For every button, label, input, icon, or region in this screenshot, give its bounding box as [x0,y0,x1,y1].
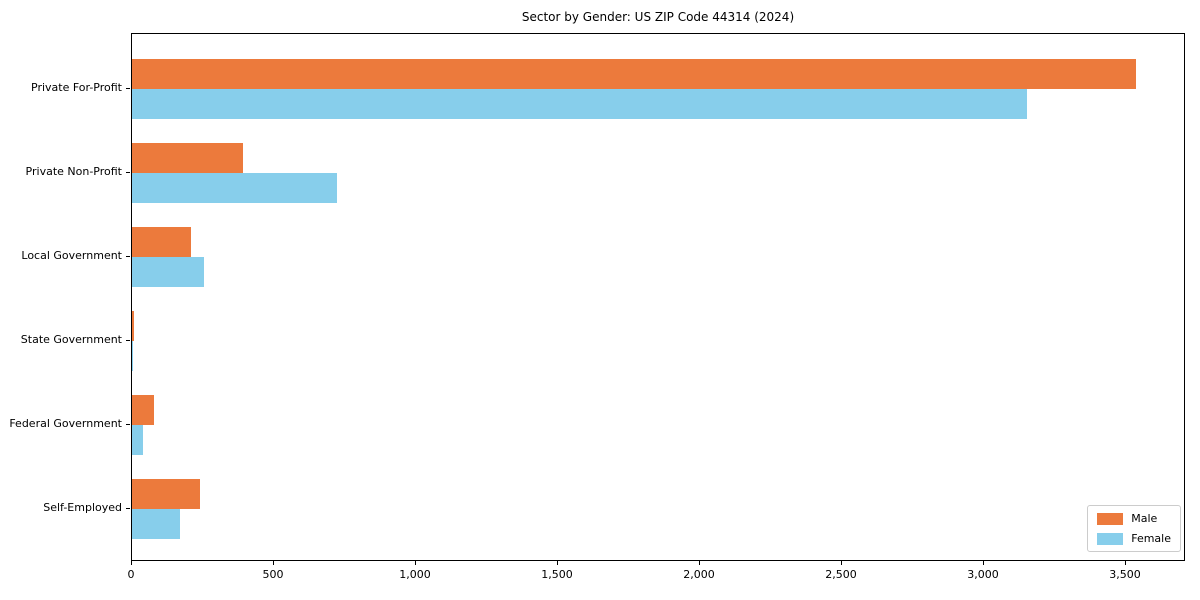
legend-label-male: Male [1131,512,1158,525]
x-axis-tick [1125,561,1126,565]
y-axis-label: Local Government [21,249,122,262]
legend-item-female: Female [1097,532,1171,545]
y-axis-label: Private For-Profit [31,81,122,94]
y-axis-tick [126,256,130,257]
bar-female-5 [132,509,180,539]
bar-male-0 [132,59,1136,89]
bar-female-0 [132,89,1027,119]
legend-label-female: Female [1131,532,1171,545]
x-axis-label: 1,000 [399,568,431,581]
y-axis-label: State Government [20,333,122,346]
x-axis-tick [131,561,132,565]
x-axis-label: 2,500 [825,568,857,581]
bar-male-3 [132,311,134,341]
y-axis-tick [126,340,130,341]
legend-swatch-male-icon [1097,512,1124,525]
bar-female-1 [132,173,337,203]
y-axis-tick [126,88,130,89]
y-axis-tick [126,172,130,173]
bar-male-2 [132,227,191,257]
bar-female-3 [132,341,133,371]
bar-female-2 [132,257,204,287]
legend-item-male: Male [1097,512,1171,525]
bar-male-1 [132,143,243,173]
x-axis-tick [983,561,984,565]
chart-title: Sector by Gender: US ZIP Code 44314 (202… [521,10,795,24]
y-axis-label: Self-Employed [43,501,122,514]
x-axis-tick [557,561,558,565]
bar-male-5 [132,479,200,509]
x-axis-label: 3,000 [967,568,999,581]
y-axis-label: Private Non-Profit [25,165,122,178]
x-axis-label: 1,500 [541,568,573,581]
y-axis-label: Federal Government [9,417,122,430]
legend-swatch-female-icon [1097,532,1124,545]
x-axis-tick [841,561,842,565]
x-axis-label: 500 [262,568,284,581]
plot-area: Male Female [131,33,1185,561]
x-axis-tick [415,561,416,565]
x-axis-label: 0 [127,568,135,581]
y-axis-tick [126,508,130,509]
y-axis-tick [126,424,130,425]
bar-male-4 [132,395,154,425]
x-axis-label: 3,500 [1109,568,1141,581]
x-axis-label: 2,000 [683,568,715,581]
bar-female-4 [132,425,143,455]
x-axis-tick [699,561,700,565]
legend: Male Female [1087,505,1181,552]
x-axis-tick [273,561,274,565]
